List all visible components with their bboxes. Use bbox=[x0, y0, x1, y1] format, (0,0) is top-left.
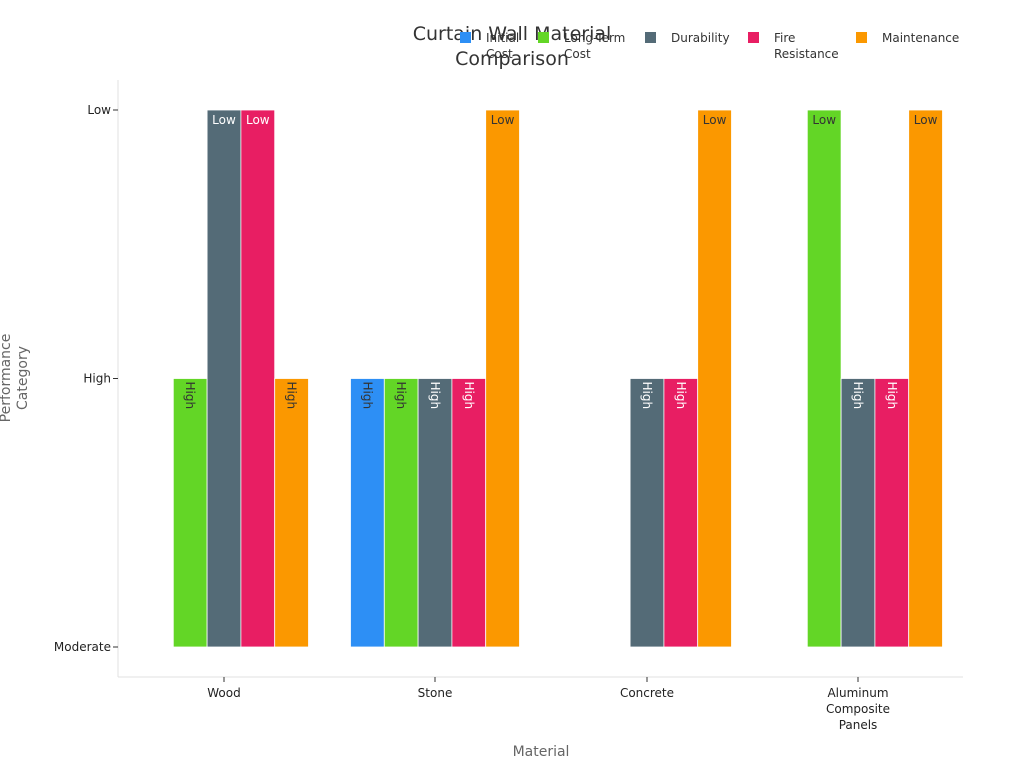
legend-label: Initial Cost bbox=[486, 31, 519, 61]
bar bbox=[908, 109, 943, 648]
bar bbox=[485, 109, 520, 648]
axes bbox=[113, 80, 963, 682]
bar-value-label: High bbox=[183, 382, 197, 410]
bar bbox=[240, 109, 276, 648]
bar bbox=[874, 378, 910, 648]
bar-value-label: High bbox=[640, 382, 654, 410]
legend-swatch bbox=[748, 32, 759, 43]
bars bbox=[172, 109, 943, 648]
bar-value-label: High bbox=[428, 382, 442, 410]
bar-value-label: Low bbox=[212, 113, 236, 127]
bar-value-label: High bbox=[674, 382, 688, 410]
bar-value-label: Low bbox=[914, 113, 938, 127]
bar bbox=[274, 378, 309, 648]
bar-value-label: Low bbox=[246, 113, 270, 127]
legend-label: Maintenance bbox=[882, 31, 959, 45]
tick-labels: Moderate High Low Wood Stone Concrete Aluminum… bbox=[54, 103, 890, 732]
legend-label: Long-Term Cost bbox=[564, 31, 625, 61]
bar-value-label: High bbox=[285, 382, 299, 410]
x-tick-label: Concrete bbox=[620, 686, 674, 700]
bar-value-label: High bbox=[462, 382, 476, 410]
legend-swatch bbox=[645, 32, 656, 43]
bar-value-label: High bbox=[360, 382, 374, 410]
bar-value-label: High bbox=[885, 382, 899, 410]
bar bbox=[806, 109, 842, 648]
y-axis-title: PerformanceCategory bbox=[0, 334, 31, 423]
legend-swatch bbox=[538, 32, 549, 43]
bar bbox=[840, 378, 876, 648]
bar-value-label: High bbox=[851, 382, 865, 410]
bar-value-label: Low bbox=[703, 113, 727, 127]
x-tick-label: Stone bbox=[418, 686, 453, 700]
bar bbox=[417, 378, 453, 648]
bar-labels: High High High Low Low High High High Low High Hig… bbox=[183, 113, 937, 409]
bar bbox=[172, 378, 208, 648]
legend-label: Durability bbox=[671, 31, 730, 45]
bar bbox=[629, 378, 665, 648]
bar-value-label: Low bbox=[491, 113, 515, 127]
bar bbox=[697, 109, 732, 648]
bar bbox=[206, 109, 242, 648]
bar bbox=[383, 378, 419, 648]
legend: Initial Cost Long-Term Cost Durability Fire Re… bbox=[460, 31, 959, 61]
bar bbox=[451, 378, 487, 648]
axis-labels: Material PerformanceCategory bbox=[0, 334, 569, 760]
x-tick-label: Aluminum Composite Panels bbox=[826, 686, 890, 732]
legend-label: Fire Resistance bbox=[774, 31, 839, 61]
bar bbox=[350, 378, 385, 648]
x-axis-title: Material bbox=[513, 744, 570, 760]
bar bbox=[663, 378, 699, 648]
y-tick-label: Moderate bbox=[54, 640, 111, 654]
bar-value-label: High bbox=[394, 382, 408, 410]
y-tick-label: Low bbox=[87, 103, 111, 117]
legend-swatch bbox=[856, 32, 867, 43]
legend-swatch bbox=[460, 32, 471, 43]
y-tick-label: High bbox=[83, 372, 111, 386]
x-tick-label: Wood bbox=[207, 686, 240, 700]
bar-value-label: Low bbox=[812, 113, 836, 127]
